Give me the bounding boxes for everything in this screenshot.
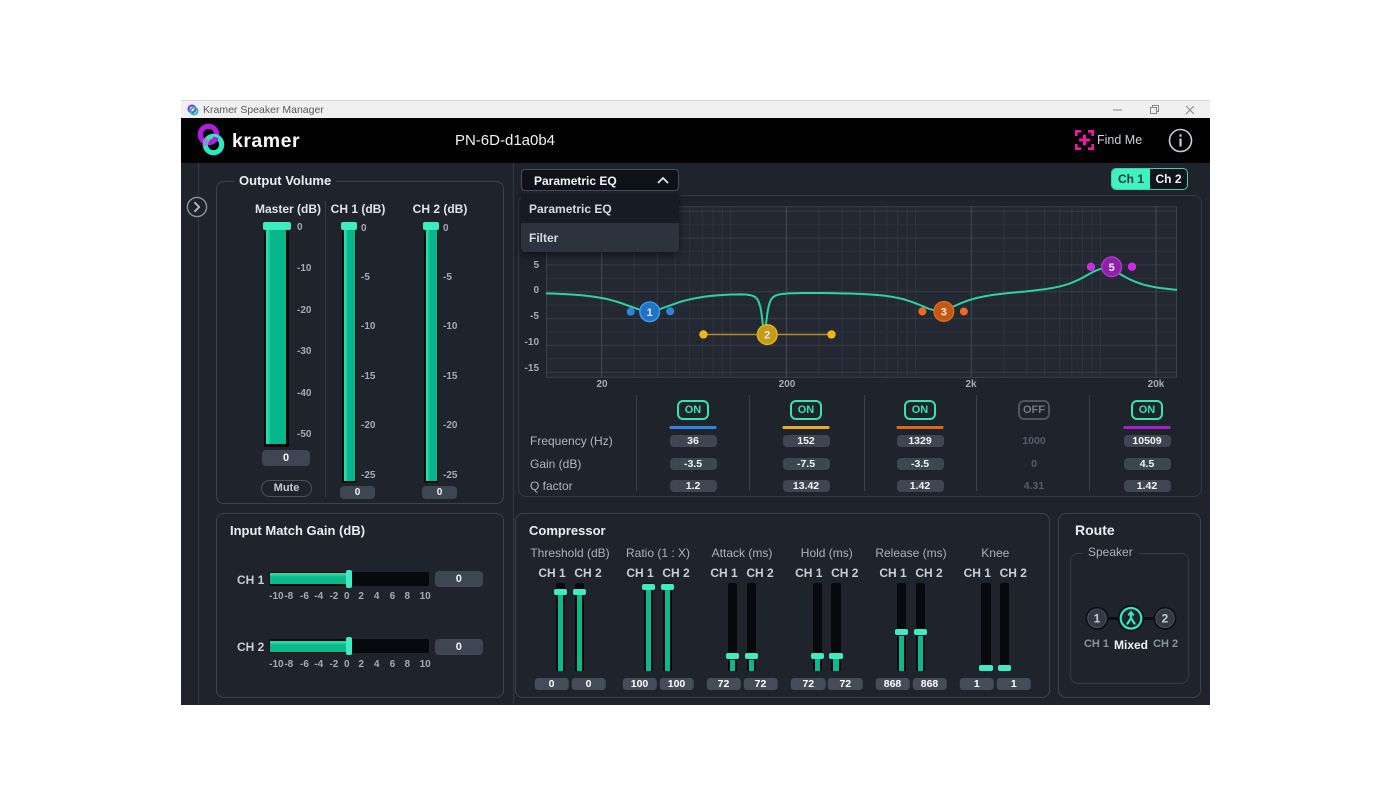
svg-text:2: 2 xyxy=(764,330,770,342)
svg-text:3: 3 xyxy=(941,306,947,318)
svg-text:2: 2 xyxy=(1162,612,1169,626)
svg-text:1: 1 xyxy=(647,307,653,319)
svg-text:1: 1 xyxy=(1094,612,1101,626)
svg-text:5: 5 xyxy=(1109,262,1115,274)
